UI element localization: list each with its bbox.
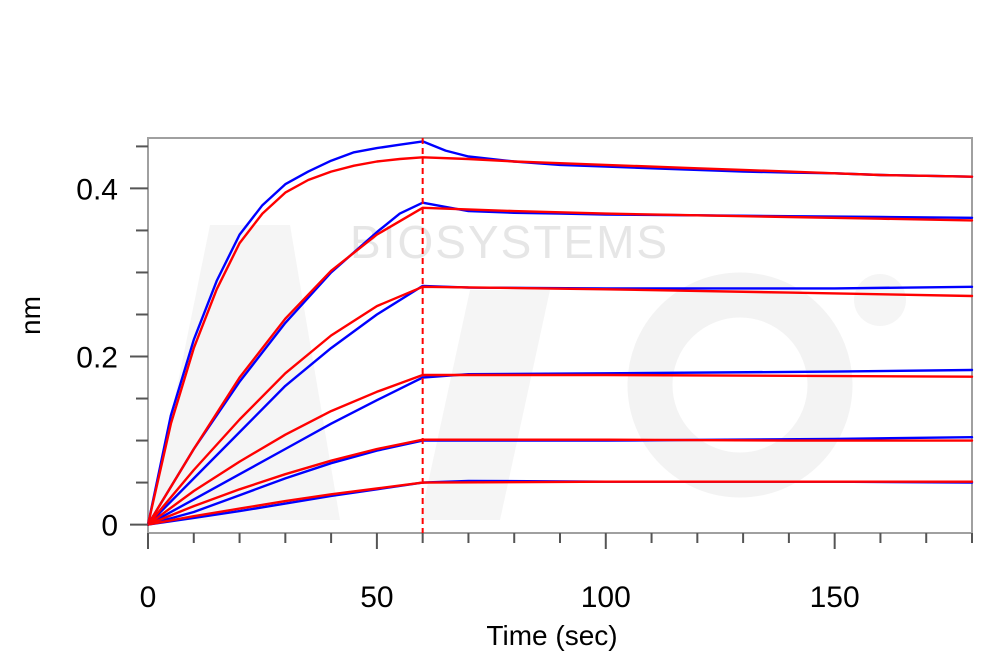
fit-curve-1 (146, 156, 974, 526)
fit-curve-6 (146, 480, 974, 526)
y-tick-label: 0.2 (76, 342, 118, 375)
tick-layer: 0 50 100 150 0 0.2 0.4 (76, 145, 973, 614)
x-tick-label: 0 (140, 581, 157, 614)
measured-curve-3 (146, 284, 974, 526)
x-axis-label: Time (sec) (486, 620, 617, 651)
y-tick-label: 0.4 (76, 173, 118, 206)
y-tick-label: 0 (101, 510, 118, 543)
fit-curve-4 (146, 373, 974, 526)
watermark-logo-shape (150, 225, 550, 520)
watermark-logo-dot (854, 274, 906, 326)
watermark: BIOSYSTEMS (150, 216, 906, 520)
x-tick-label: 50 (360, 581, 393, 614)
y-axis-label: nm (15, 296, 46, 335)
x-tick-label: 150 (810, 581, 860, 614)
fit-curve-5 (146, 438, 974, 526)
fit-curve-3 (146, 285, 974, 526)
watermark-text: BIOSYSTEMS (350, 216, 669, 268)
measured-curve-4 (146, 368, 974, 526)
x-tick-label: 100 (581, 581, 631, 614)
fit-curve-2 (146, 206, 974, 526)
series-layer (146, 140, 974, 526)
watermark-logo-ring (627, 272, 853, 498)
